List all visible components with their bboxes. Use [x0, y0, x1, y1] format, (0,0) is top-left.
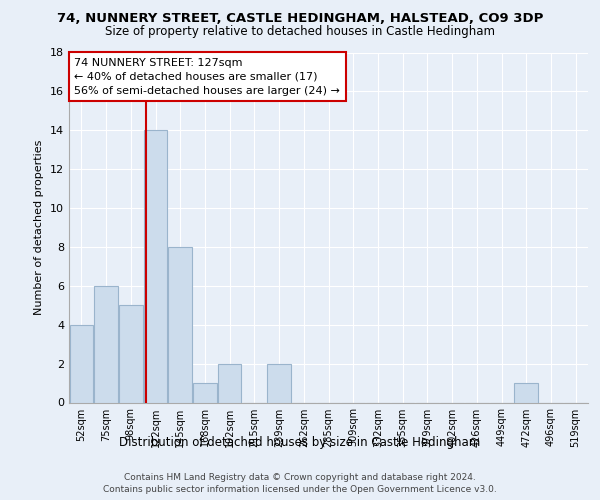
Text: Contains HM Land Registry data © Crown copyright and database right 2024.: Contains HM Land Registry data © Crown c… — [124, 473, 476, 482]
Text: Contains public sector information licensed under the Open Government Licence v3: Contains public sector information licen… — [103, 484, 497, 494]
Bar — [218, 364, 241, 403]
Bar — [94, 286, 118, 403]
Bar — [144, 130, 167, 402]
Bar — [169, 247, 192, 402]
Bar — [119, 306, 143, 402]
Text: 74 NUNNERY STREET: 127sqm
← 40% of detached houses are smaller (17)
56% of semi-: 74 NUNNERY STREET: 127sqm ← 40% of detac… — [74, 58, 340, 96]
Bar — [268, 364, 291, 403]
Bar — [193, 383, 217, 402]
Text: 74, NUNNERY STREET, CASTLE HEDINGHAM, HALSTEAD, CO9 3DP: 74, NUNNERY STREET, CASTLE HEDINGHAM, HA… — [57, 12, 543, 26]
Bar — [70, 324, 93, 402]
Y-axis label: Number of detached properties: Number of detached properties — [34, 140, 44, 315]
Text: Distribution of detached houses by size in Castle Hedingham: Distribution of detached houses by size … — [119, 436, 481, 449]
Bar — [514, 383, 538, 402]
Text: Size of property relative to detached houses in Castle Hedingham: Size of property relative to detached ho… — [105, 25, 495, 38]
